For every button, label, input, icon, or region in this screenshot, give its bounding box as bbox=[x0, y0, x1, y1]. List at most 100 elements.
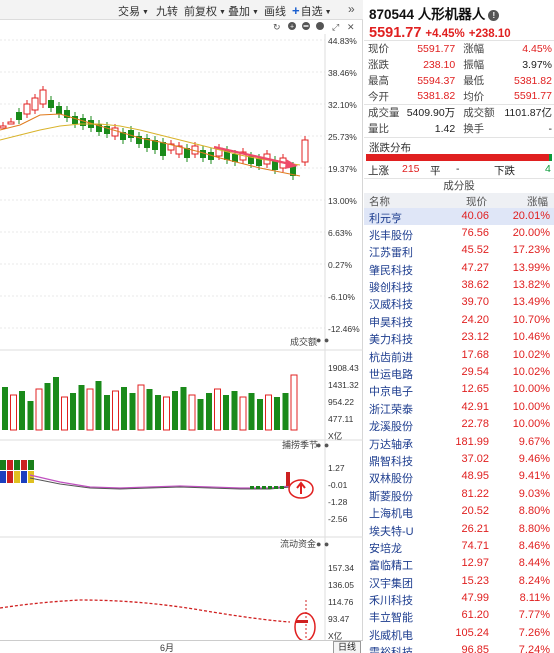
stock-price: 15.23 bbox=[461, 574, 489, 587]
stock-price: 96.85 bbox=[461, 644, 489, 653]
down-count: 4 bbox=[545, 162, 551, 175]
info-icon[interactable]: ! bbox=[488, 10, 500, 21]
candle-body bbox=[16, 112, 22, 120]
jiuzhuan-button[interactable]: 九转 bbox=[156, 3, 178, 19]
candle-body bbox=[72, 116, 78, 124]
stock-price: 26.21 bbox=[461, 522, 489, 535]
list-item[interactable]: 龙溪股份 22.78 10.00% bbox=[364, 416, 554, 433]
list-item[interactable]: 埃夫特-U 26.21 8.80% bbox=[364, 521, 554, 538]
list-item[interactable]: 双林股份 48.95 9.41% bbox=[364, 468, 554, 485]
stock-change: 8.46% bbox=[518, 539, 550, 552]
expand-icon[interactable]: ⤢ bbox=[331, 22, 339, 32]
volume-settings-icon[interactable]: ● ● bbox=[316, 335, 329, 345]
trade-menu[interactable]: 交易 ▼ bbox=[118, 3, 149, 19]
list-item[interactable]: 兆威机电 105.24 7.26% bbox=[364, 625, 554, 642]
price-tick-label: 0.27% bbox=[328, 260, 353, 270]
volume-bar bbox=[27, 401, 34, 430]
indicator-tick-label: -0.01 bbox=[328, 480, 348, 490]
stock-name: 汉威科技 bbox=[369, 299, 413, 312]
candle-body bbox=[31, 97, 39, 111]
list-item[interactable]: 鼎智科技 37.02 9.46% bbox=[364, 451, 554, 468]
volume-bar bbox=[206, 393, 212, 430]
refresh-icon[interactable]: ↻ bbox=[273, 22, 281, 32]
header-change[interactable]: 涨幅 bbox=[527, 195, 548, 208]
kline-chart[interactable]: ↻ + ⤢ ✕ 44.83% 38.46% 32.10% 25.73% 19.37% 13… bbox=[0, 20, 363, 640]
adjust-menu[interactable]: 前复权 ▼ bbox=[184, 3, 226, 19]
list-item[interactable]: 汉宇集团 15.23 8.24% bbox=[364, 573, 554, 590]
flow-settings-icon[interactable]: ● ● bbox=[316, 539, 329, 549]
add-watchlist-menu[interactable]: +自选 ▼ bbox=[292, 3, 332, 19]
quote-label: 振幅 bbox=[463, 59, 485, 71]
quote-value: 5381.82 bbox=[417, 90, 456, 103]
volume-bar bbox=[214, 388, 221, 431]
header-name[interactable]: 名称 bbox=[369, 195, 390, 208]
distribution-counts: 上涨 215 平 - 下跌 4 bbox=[364, 161, 554, 178]
chart-area[interactable]: 交易 ▼ 九转 前复权 ▼ 叠加 ▼ 画线 +自选 ▼ » ↻ + ⤢ ✕ 44.83%… bbox=[0, 0, 363, 653]
list-item[interactable]: 世运电路 29.54 10.02% bbox=[364, 364, 554, 381]
stock-name: 申昊科技 bbox=[369, 316, 413, 329]
list-item[interactable]: 骏创科技 38.62 13.82% bbox=[364, 277, 554, 294]
list-item[interactable]: 丰立智能 61.20 7.77% bbox=[364, 607, 554, 624]
close-icon[interactable]: ✕ bbox=[347, 22, 355, 32]
stock-price: 17.68 bbox=[461, 348, 489, 361]
more-button[interactable]: » bbox=[348, 2, 355, 16]
list-item[interactable]: 杭齿前进 17.68 10.02% bbox=[364, 347, 554, 364]
list-item[interactable]: 汉威科技 39.70 13.49% bbox=[364, 294, 554, 311]
down-label: 下跌 bbox=[494, 164, 515, 177]
components-header: 名称 现价 涨幅 bbox=[364, 192, 554, 208]
stock-change: 20.01% bbox=[512, 209, 550, 222]
stock-change: 10.00% bbox=[512, 400, 550, 413]
candle-body bbox=[232, 154, 238, 162]
stock-change: 9.41% bbox=[518, 470, 550, 483]
quote-value: 5594.37 bbox=[417, 74, 456, 87]
list-item[interactable]: 申昊科技 24.20 10.70% bbox=[364, 312, 554, 329]
overlay-menu[interactable]: 叠加 ▼ bbox=[228, 3, 259, 19]
candle-body bbox=[200, 150, 206, 158]
quote-row: 最高 5594.37 最低 5381.82 bbox=[364, 73, 554, 89]
candle-body bbox=[7, 121, 15, 125]
candle-body bbox=[152, 140, 158, 150]
indicator-settings-icon[interactable]: ● ● bbox=[316, 440, 329, 450]
settings-icon[interactable] bbox=[316, 22, 324, 30]
header-price[interactable]: 现价 bbox=[466, 195, 487, 208]
stock-price: 48.95 bbox=[461, 470, 489, 483]
list-item[interactable]: 利元亨 40.06 20.01% bbox=[364, 207, 554, 225]
list-item[interactable]: 江苏雷利 45.52 17.23% bbox=[364, 242, 554, 259]
stock-name: 世运电路 bbox=[369, 369, 413, 382]
drawing-button[interactable]: 画线 bbox=[264, 3, 286, 19]
list-item[interactable]: 安培龙 74.71 8.46% bbox=[364, 538, 554, 555]
stock-price: 181.99 bbox=[455, 435, 489, 448]
list-item[interactable]: 斯菱股份 81.22 9.03% bbox=[364, 486, 554, 503]
stock-change: 10.00% bbox=[512, 383, 550, 396]
list-item[interactable]: 富临精工 12.97 8.44% bbox=[364, 555, 554, 572]
list-item[interactable]: 震裕科技 96.85 7.24% bbox=[364, 642, 554, 653]
quote-value: 238.10 bbox=[423, 58, 456, 71]
flat-count: - bbox=[456, 162, 460, 175]
stock-price: 24.20 bbox=[461, 313, 489, 326]
indicator-panel-title: 捕捞季节 bbox=[282, 439, 318, 450]
stock-change: 8.24% bbox=[518, 574, 550, 587]
candle-body bbox=[111, 127, 119, 137]
period-button[interactable]: 日线 bbox=[333, 641, 361, 653]
list-item[interactable]: 美力科技 23.12 10.46% bbox=[364, 329, 554, 346]
stock-price: 12.97 bbox=[461, 557, 489, 570]
change-percent: +4.45% bbox=[425, 28, 465, 40]
candle-body bbox=[290, 166, 296, 176]
list-item[interactable]: 万达轴承 181.99 9.67% bbox=[364, 434, 554, 451]
quote-value: 5409.90万 bbox=[406, 107, 456, 120]
quote-panel: 870544 人形机器人! 5591.77 +4.45% +238.10 现价 559… bbox=[364, 0, 554, 653]
list-item[interactable]: 中京电子 12.65 10.00% bbox=[364, 381, 554, 398]
volume-bar bbox=[78, 385, 85, 430]
list-item[interactable]: 上海机电 20.52 8.80% bbox=[364, 503, 554, 520]
list-item[interactable]: 浙江荣泰 42.91 10.00% bbox=[364, 399, 554, 416]
list-item[interactable]: 禾川科技 47.99 8.11% bbox=[364, 590, 554, 607]
chevron-down-icon: ▼ bbox=[252, 9, 259, 16]
price-tick-label: 6.63% bbox=[328, 228, 353, 238]
zoom-in-icon[interactable] bbox=[288, 22, 296, 30]
stock-name: 利元亨 bbox=[369, 212, 402, 225]
stock-change: 9.46% bbox=[518, 452, 550, 465]
stock-price: 38.62 bbox=[461, 279, 489, 292]
stock-price: 105.24 bbox=[455, 626, 489, 639]
list-item[interactable]: 兆丰股份 76.56 20.00% bbox=[364, 225, 554, 242]
list-item[interactable]: 肇民科技 47.27 13.99% bbox=[364, 260, 554, 277]
